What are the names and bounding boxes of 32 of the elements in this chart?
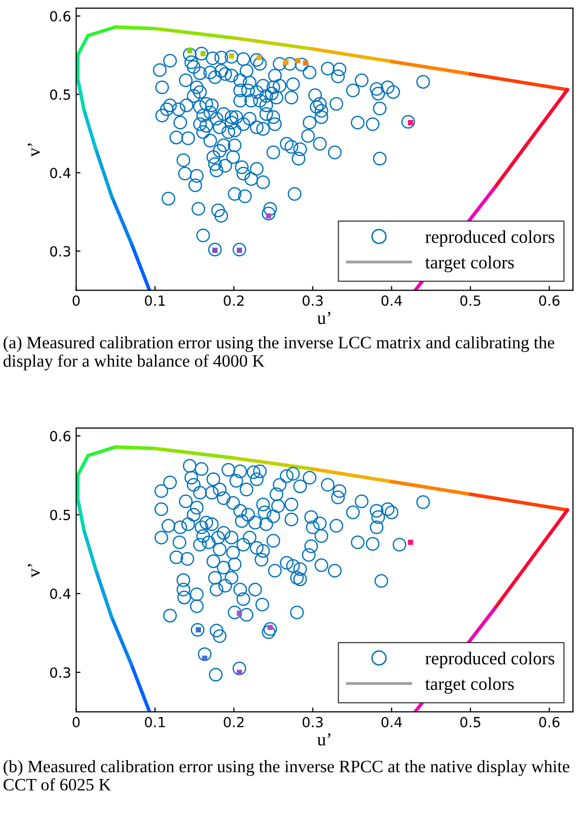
- x-tick-label: 0: [72, 295, 80, 306]
- legend-label: reproduced colors: [425, 230, 554, 247]
- x-tick-label: 0.1: [144, 716, 165, 728]
- text: (b) Measured calibration error using the inverse RPCC at the native display white CCT of 6025 K: [4, 760, 570, 791]
- y-tick-label: 0.4: [50, 168, 71, 178]
- x-tick-label: 0.5: [460, 716, 480, 728]
- text: target colors: [425, 677, 514, 694]
- x-tick-label: 0.2: [224, 716, 244, 728]
- x-tick-label: 0: [72, 716, 80, 728]
- x-tick-label: 0.3: [302, 716, 323, 728]
- y-tick-label: 0.5: [50, 89, 70, 100]
- x-tick-label: 0.1: [144, 295, 165, 306]
- y-tick-label: 0.3: [50, 667, 70, 678]
- text: (a) Measured calibration error using the inverse LCC matrix and calibrating the display for a white balance of 4000 K: [4, 336, 554, 370]
- x-tick-label: 0.6: [539, 295, 560, 306]
- x-tick-label: 0.2: [224, 295, 244, 306]
- x-tick-label: 0.4: [381, 295, 402, 306]
- x-axis-title: u’: [317, 733, 330, 746]
- y-tick-label: 0.5: [50, 510, 70, 520]
- x-tick-label: 0.5: [460, 295, 480, 306]
- text: target colors: [425, 256, 514, 272]
- y-tick-label: 0.3: [50, 246, 70, 257]
- y-axis-title: v’: [28, 143, 40, 157]
- y-tick-label: 0.6: [50, 430, 70, 442]
- y-axis-title: v’: [28, 564, 40, 578]
- x-tick-label: 0.6: [539, 716, 560, 728]
- y-tick-label: 0.4: [50, 588, 71, 600]
- x-axis-title: u’: [317, 312, 330, 324]
- y-tick-label: 0.6: [50, 11, 70, 22]
- x-tick-label: 0.4: [381, 716, 402, 728]
- x-tick-label: 0.3: [302, 295, 323, 306]
- legend-label: reproduced colors: [425, 652, 554, 668]
